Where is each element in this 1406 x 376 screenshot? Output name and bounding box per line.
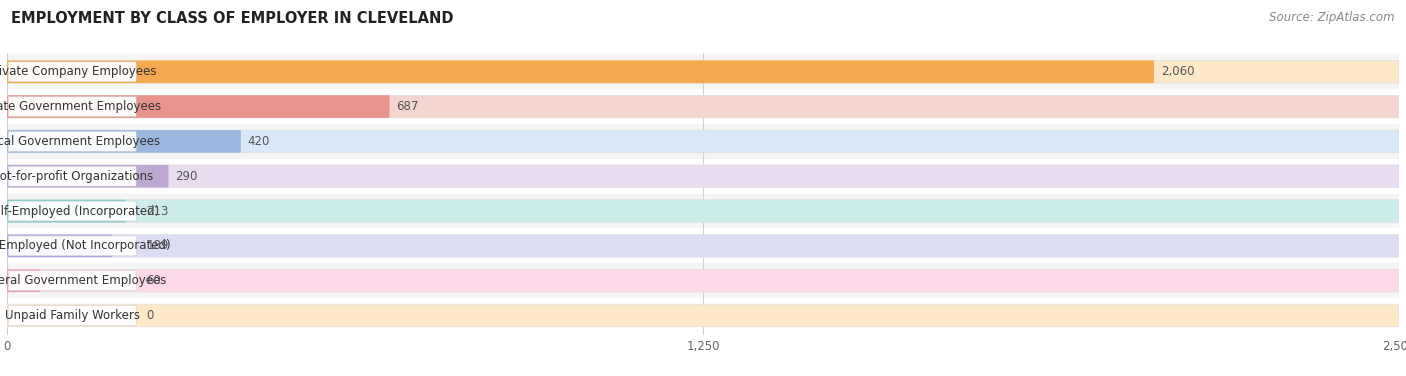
FancyBboxPatch shape (8, 62, 136, 82)
FancyBboxPatch shape (7, 304, 1399, 327)
Text: 687: 687 (396, 100, 419, 113)
Bar (7, 229, 1399, 263)
Text: 60: 60 (146, 274, 162, 287)
FancyBboxPatch shape (8, 201, 136, 221)
FancyBboxPatch shape (7, 269, 1399, 292)
Bar (7, 159, 1399, 194)
Text: 420: 420 (247, 135, 270, 148)
Bar (7, 89, 1399, 124)
FancyBboxPatch shape (7, 235, 112, 257)
FancyBboxPatch shape (7, 61, 1154, 83)
FancyBboxPatch shape (8, 166, 136, 186)
Text: 189: 189 (146, 240, 169, 252)
FancyBboxPatch shape (7, 95, 1399, 118)
Text: 0: 0 (146, 309, 153, 322)
Text: Unpaid Family Workers: Unpaid Family Workers (4, 309, 139, 322)
FancyBboxPatch shape (7, 235, 1399, 257)
FancyBboxPatch shape (7, 165, 1399, 188)
FancyBboxPatch shape (8, 271, 136, 291)
FancyBboxPatch shape (7, 61, 1399, 83)
Text: 213: 213 (146, 205, 169, 218)
FancyBboxPatch shape (7, 165, 169, 188)
Text: Federal Government Employees: Federal Government Employees (0, 274, 167, 287)
Bar (7, 298, 1399, 333)
FancyBboxPatch shape (8, 306, 136, 325)
FancyBboxPatch shape (7, 95, 389, 118)
FancyBboxPatch shape (8, 236, 136, 256)
FancyBboxPatch shape (7, 130, 1399, 153)
FancyBboxPatch shape (8, 97, 136, 117)
FancyBboxPatch shape (7, 200, 1399, 222)
Text: 290: 290 (176, 170, 198, 183)
Bar (7, 124, 1399, 159)
Text: Private Company Employees: Private Company Employees (0, 65, 157, 78)
Bar (7, 194, 1399, 229)
Text: State Government Employees: State Government Employees (0, 100, 160, 113)
Text: Not-for-profit Organizations: Not-for-profit Organizations (0, 170, 153, 183)
FancyBboxPatch shape (7, 200, 125, 222)
Bar (7, 263, 1399, 298)
Text: Self-Employed (Incorporated): Self-Employed (Incorporated) (0, 205, 159, 218)
Text: EMPLOYMENT BY CLASS OF EMPLOYER IN CLEVELAND: EMPLOYMENT BY CLASS OF EMPLOYER IN CLEVE… (11, 11, 454, 26)
Text: Source: ZipAtlas.com: Source: ZipAtlas.com (1270, 11, 1395, 24)
FancyBboxPatch shape (8, 132, 136, 151)
FancyBboxPatch shape (7, 130, 240, 153)
Text: 2,060: 2,060 (1161, 65, 1194, 78)
Text: Self-Employed (Not Incorporated): Self-Employed (Not Incorporated) (0, 240, 172, 252)
FancyBboxPatch shape (7, 269, 41, 292)
Bar (7, 55, 1399, 89)
Text: Local Government Employees: Local Government Employees (0, 135, 160, 148)
